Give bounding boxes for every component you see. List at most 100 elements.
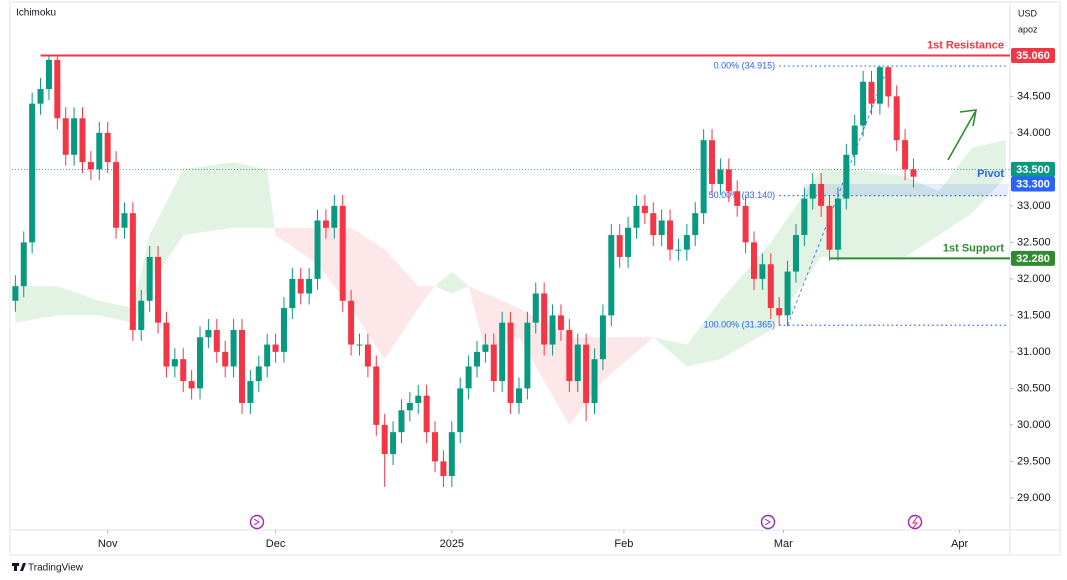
candle-body (482, 344, 489, 352)
candle-body (834, 198, 841, 250)
y-tick-label: 33.000 (1017, 200, 1051, 212)
candle-body (608, 235, 615, 316)
y-tick-label: 29.500 (1017, 455, 1051, 467)
cloud-segment (183, 162, 234, 236)
cloud-segment (267, 169, 276, 236)
cloud-segment (351, 227, 385, 360)
candle-body (138, 300, 145, 330)
candle-body (457, 388, 464, 433)
x-tick-label: Nov (98, 538, 118, 550)
level-price-box (1011, 250, 1055, 266)
pivot-zone (804, 183, 1008, 196)
candle-body (818, 183, 825, 206)
candle-body (557, 315, 564, 330)
y-tick-label: 32.500 (1017, 236, 1051, 248)
fib-label: 0.00% (34.915) (714, 60, 776, 70)
candle-body (238, 329, 245, 403)
cloud-segment (435, 271, 452, 294)
frame (9, 1, 1061, 556)
candle-body (801, 198, 808, 236)
candle-body (113, 162, 120, 228)
candles (12, 55, 917, 487)
candle-body (322, 220, 329, 228)
cloud-segment (233, 162, 268, 228)
candle-body (650, 213, 657, 236)
candle-body (71, 118, 78, 155)
candle-body (289, 278, 296, 309)
candle-body (29, 103, 36, 243)
candle-body (171, 359, 178, 367)
y-tick-label: 31.500 (1017, 309, 1051, 321)
candle-body (415, 395, 422, 403)
candle-body (675, 249, 682, 251)
candle-body (213, 329, 220, 352)
candle-body (541, 293, 548, 345)
candle-body (851, 125, 858, 155)
candle-body (314, 220, 321, 279)
cloud-segment (653, 337, 687, 367)
candle-body (297, 278, 304, 294)
y-tick-label: 30.000 (1017, 419, 1051, 431)
candle-body (658, 220, 665, 236)
cloud-segment (905, 176, 939, 257)
candle-body (515, 388, 522, 403)
candle-body (717, 169, 724, 184)
candle-body (776, 308, 783, 316)
candle-body (625, 227, 632, 257)
candle-body (868, 81, 875, 104)
candle-body (54, 59, 61, 119)
candle-body (599, 315, 606, 360)
candle-body (524, 322, 531, 389)
candle-body (264, 344, 271, 367)
level-price-box (1011, 176, 1055, 192)
candle-body (96, 132, 103, 170)
candle-body (683, 235, 690, 250)
candle-body (725, 169, 732, 192)
candle-body (222, 351, 229, 367)
candle-body (709, 140, 716, 184)
brand: TradingView (28, 563, 84, 574)
candle-body (549, 315, 556, 345)
candle-body (129, 213, 136, 330)
last-price-box-label: 33.500 (1016, 164, 1050, 176)
candle-body (197, 337, 204, 389)
candle-body (641, 205, 648, 214)
candle-body (87, 162, 94, 170)
cloud-segment (451, 271, 469, 294)
candle-body (784, 271, 791, 316)
candle-body (742, 205, 749, 243)
candle-body (885, 67, 892, 97)
candle-body (364, 344, 371, 367)
candle-body (381, 424, 388, 455)
candle-body (734, 191, 741, 206)
level-label: 1st Resistance (927, 39, 1004, 51)
candle-body (339, 205, 346, 301)
cloud-segment (15, 286, 58, 323)
indicator-name: Ichimoku (16, 8, 56, 19)
x-tick-label: Apr (951, 538, 968, 550)
candle-body (616, 235, 623, 257)
candle-body (574, 344, 581, 382)
candle-body (188, 381, 195, 389)
candle-body (507, 322, 514, 403)
candle-body (348, 300, 355, 345)
y-tick-label: 32.000 (1017, 273, 1051, 285)
candle-body (910, 169, 917, 177)
candle-body (448, 432, 455, 476)
candle-body (255, 366, 262, 382)
y-tick-label: 30.500 (1017, 382, 1051, 394)
candle-body (633, 205, 640, 228)
candle-body (155, 256, 162, 323)
candle-body (499, 322, 506, 382)
candle-body (583, 344, 590, 403)
brand-logo (12, 563, 26, 571)
axes: 29.000 29.500 30.000 30.500 31.000 31.500 32.0… (98, 47, 1055, 550)
cloud-segment (132, 235, 150, 323)
candle-body (876, 67, 883, 104)
candle-body (759, 264, 766, 279)
candle-body (843, 154, 850, 199)
y-tick-label: 34.000 (1017, 127, 1051, 139)
candle-body (667, 220, 674, 250)
fib-label: 100.00% (31.365) (704, 320, 776, 330)
